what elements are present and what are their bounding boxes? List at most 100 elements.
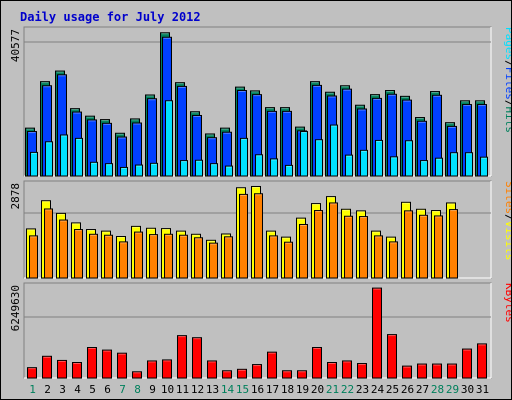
x-tick-day-5: 5 bbox=[89, 383, 96, 396]
bar-pages-day-10 bbox=[165, 100, 173, 177]
bar-sites-day-2 bbox=[44, 208, 53, 279]
x-tick-day-10: 10 bbox=[161, 383, 174, 396]
x-tick-day-12: 12 bbox=[191, 383, 204, 396]
bar-pages-day-21 bbox=[330, 124, 338, 177]
bar-sites-day-1 bbox=[29, 235, 38, 279]
panels-layer: 40577Pages/Files/Hits2878Sites/Visits624… bbox=[9, 26, 511, 379]
bar-pages-day-11 bbox=[180, 160, 188, 177]
bar-sites-day-5 bbox=[89, 233, 98, 279]
x-tick-day-16: 16 bbox=[251, 383, 264, 396]
x-tick-day-14: 14 bbox=[221, 383, 235, 396]
bar-pages-day-15 bbox=[240, 137, 248, 177]
bar-kbytes-day-10 bbox=[162, 359, 172, 379]
bar-sites-day-23 bbox=[359, 216, 368, 279]
bar-sites-day-18 bbox=[284, 241, 293, 279]
bar-pages-day-1 bbox=[30, 151, 38, 177]
bar-sites-day-12 bbox=[194, 237, 203, 279]
x-tick-day-7: 7 bbox=[119, 383, 126, 396]
x-tick-day-22: 22 bbox=[341, 383, 354, 396]
bar-kbytes-day-20 bbox=[312, 347, 322, 379]
bar-pages-day-20 bbox=[315, 139, 323, 177]
x-tick-day-6: 6 bbox=[104, 383, 111, 396]
x-tick-day-25: 25 bbox=[386, 383, 399, 396]
x-tick-day-20: 20 bbox=[311, 383, 324, 396]
bar-sites-day-28 bbox=[434, 215, 443, 279]
bar-pages-day-13 bbox=[210, 163, 218, 177]
x-tick-day-28: 28 bbox=[431, 383, 444, 396]
bar-sites-day-6 bbox=[104, 234, 113, 279]
x-tick-day-3: 3 bbox=[59, 383, 66, 396]
bar-sites-day-19 bbox=[299, 223, 308, 279]
bar-kbytes-day-21 bbox=[327, 362, 337, 379]
bar-pages-day-26 bbox=[405, 140, 413, 177]
bar-sites-day-29 bbox=[449, 209, 458, 279]
x-tick-day-11: 11 bbox=[176, 383, 189, 396]
bar-pages-day-9 bbox=[150, 162, 158, 177]
bar-kbytes-day-9 bbox=[147, 360, 157, 379]
legend-entry: / bbox=[503, 214, 511, 221]
x-tick-day-15: 15 bbox=[236, 383, 249, 396]
bar-kbytes-day-13 bbox=[207, 360, 217, 379]
legend-entry: KBytes bbox=[503, 283, 511, 323]
bar-kbytes-day-12 bbox=[192, 337, 202, 379]
bar-kbytes-day-5 bbox=[87, 347, 97, 379]
bar-pages-day-17 bbox=[270, 158, 278, 177]
bar-pages-day-2 bbox=[45, 141, 53, 177]
bar-sites-day-25 bbox=[389, 241, 398, 279]
bar-kbytes-day-26 bbox=[402, 365, 412, 379]
bar-kbytes-day-18 bbox=[282, 370, 292, 379]
bar-sites-day-3 bbox=[59, 219, 68, 279]
bar-kbytes-day-2 bbox=[42, 355, 52, 379]
bar-pages-day-19 bbox=[300, 131, 308, 177]
x-tick-day-17: 17 bbox=[266, 383, 279, 396]
bar-kbytes-day-29 bbox=[447, 363, 457, 379]
bar-pages-day-12 bbox=[195, 159, 203, 177]
bar-sites-day-16 bbox=[254, 193, 263, 279]
bar-kbytes-day-31 bbox=[477, 343, 487, 379]
bar-kbytes-day-22 bbox=[342, 360, 352, 379]
bar-sites-day-24 bbox=[374, 235, 383, 279]
bar-pages-day-3 bbox=[60, 134, 68, 177]
bar-pages-day-30 bbox=[465, 152, 473, 177]
bar-pages-day-27 bbox=[420, 160, 428, 177]
bar-pages-day-7 bbox=[120, 166, 128, 177]
bar-pages-day-16 bbox=[255, 154, 263, 177]
bar-kbytes-day-16 bbox=[252, 364, 262, 379]
bar-pages-day-29 bbox=[450, 152, 458, 177]
legend-entry: Pages bbox=[503, 27, 511, 60]
x-tick-day-19: 19 bbox=[296, 383, 309, 396]
bar-kbytes-day-8 bbox=[132, 371, 142, 379]
panel-kbytes-ytick: 6249630 bbox=[9, 285, 22, 331]
bar-kbytes-day-14 bbox=[222, 370, 232, 379]
bar-kbytes-day-6 bbox=[102, 349, 112, 379]
bar-kbytes-day-17 bbox=[267, 351, 277, 379]
x-tick-day-26: 26 bbox=[401, 383, 414, 396]
bar-pages-day-5 bbox=[90, 161, 98, 177]
x-tick-day-29: 29 bbox=[446, 383, 459, 396]
bar-kbytes-day-4 bbox=[72, 362, 82, 379]
bar-kbytes-day-3 bbox=[57, 359, 67, 379]
bar-pages-day-6 bbox=[105, 163, 113, 177]
bar-kbytes-day-24 bbox=[372, 287, 382, 379]
bar-sites-day-15 bbox=[239, 193, 248, 279]
bar-pages-day-23 bbox=[360, 149, 368, 177]
bar-sites-day-8 bbox=[134, 231, 143, 279]
x-axis-labels: 1 2 3 4 5 6 7 8 9 10 11 12 13 14 15 16 17 18 19 20 21 22 23 24 2… bbox=[29, 383, 489, 396]
x-tick-day-27: 27 bbox=[416, 383, 429, 396]
x-tick-day-21: 21 bbox=[326, 383, 339, 396]
bar-pages-day-4 bbox=[75, 137, 83, 177]
bar-kbytes-day-7 bbox=[117, 352, 127, 379]
panel-usage-legend: Pages/Files/Hits bbox=[503, 27, 511, 133]
x-tick-day-13: 13 bbox=[206, 383, 219, 396]
bar-kbytes-day-11 bbox=[177, 335, 187, 379]
legend-entry: Files bbox=[503, 67, 511, 100]
chart-title: Daily usage for July 2012 bbox=[20, 10, 201, 24]
bar-pages-day-28 bbox=[435, 157, 443, 177]
bar-pages-day-22 bbox=[345, 154, 353, 177]
bar-pages-day-8 bbox=[135, 164, 143, 177]
legend-entry: Hits bbox=[503, 107, 511, 134]
bar-sites-day-22 bbox=[344, 215, 353, 279]
bar-sites-day-17 bbox=[269, 235, 278, 279]
